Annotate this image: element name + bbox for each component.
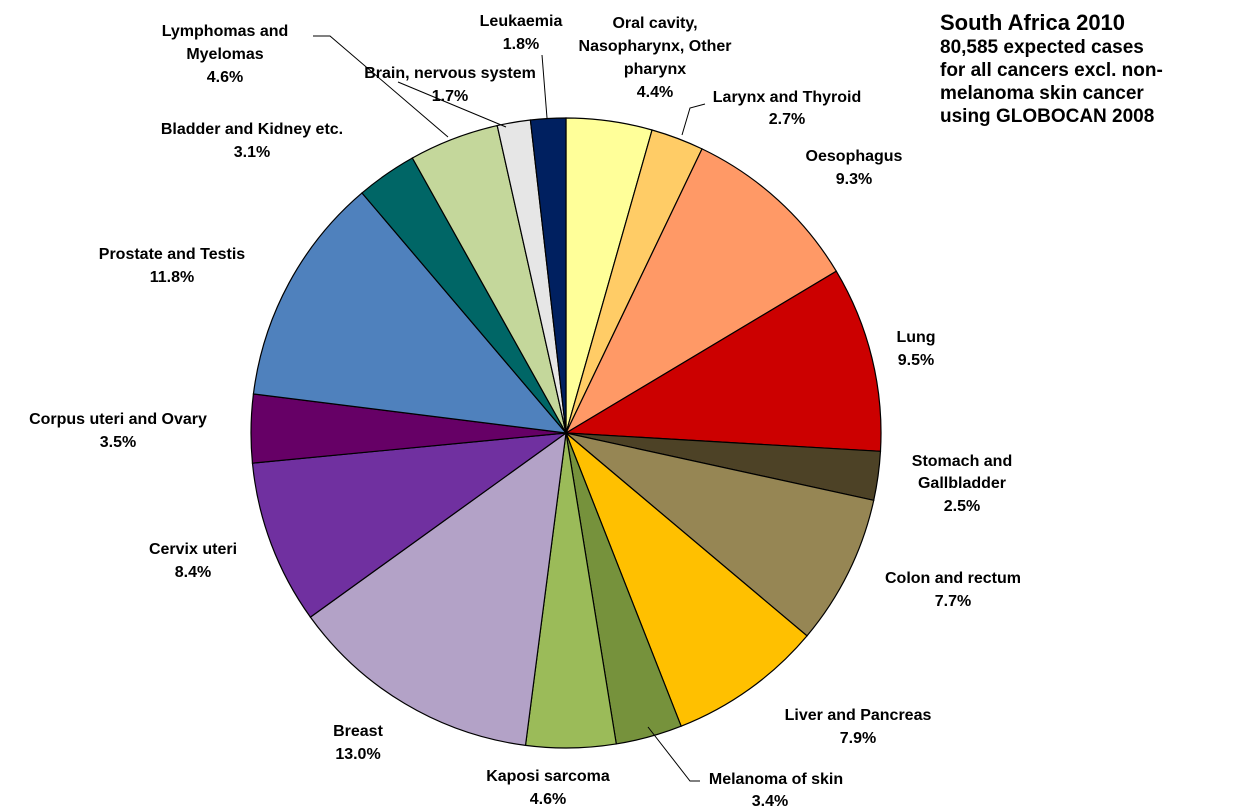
slice-value-label: 4.6% bbox=[530, 791, 566, 808]
pie-slice bbox=[251, 432, 569, 618]
pie-slice bbox=[565, 432, 808, 727]
slice-value-label: 4.4% bbox=[637, 84, 673, 101]
slice-value-label: 1.8% bbox=[503, 36, 539, 53]
slice-label: Larynx and Thyroid bbox=[713, 89, 861, 106]
slice-label: Myelomas bbox=[186, 46, 263, 63]
leader-line bbox=[397, 81, 507, 128]
slice-value-label: 3.4% bbox=[752, 793, 788, 810]
slice-label: Stomach and bbox=[912, 453, 1012, 470]
leader-line bbox=[313, 35, 449, 138]
slice-label: Breast bbox=[333, 723, 383, 740]
slice-value-label: 3.5% bbox=[100, 434, 136, 451]
slice-value-label: 7.7% bbox=[935, 593, 971, 610]
leader-line bbox=[681, 103, 706, 136]
slice-label: Oral cavity, bbox=[612, 15, 697, 32]
chart-subtitle: 80,585 expected cases for all cancers ex… bbox=[940, 37, 1163, 127]
slice-value-label: 13.0% bbox=[335, 746, 380, 763]
slice-label: Colon and rectum bbox=[885, 570, 1021, 587]
chart-title-block: South Africa 2010 80,585 expected cases … bbox=[940, 10, 1230, 128]
pie-slice bbox=[564, 148, 838, 435]
slice-label: Gallbladder bbox=[918, 475, 1006, 492]
slice-value-label: 9.5% bbox=[898, 352, 934, 369]
slice-value-label: 1.7% bbox=[432, 88, 468, 105]
slice-value-label: 9.3% bbox=[836, 171, 872, 188]
slice-value-label: 3.1% bbox=[234, 144, 270, 161]
slice-label: Cervix uteri bbox=[149, 541, 237, 558]
leader-line bbox=[541, 54, 548, 119]
slice-label: Lymphomas and bbox=[162, 23, 289, 40]
slice-label: Prostate and Testis bbox=[99, 246, 246, 263]
slice-value-label: 11.8% bbox=[150, 269, 194, 286]
slice-value-label: 2.7% bbox=[769, 111, 805, 128]
slice-label: Nasopharynx, Other bbox=[579, 38, 732, 55]
slice-label: Oesophagus bbox=[806, 148, 903, 165]
slice-label: Lung bbox=[896, 329, 935, 346]
pie-slice bbox=[529, 117, 567, 434]
slice-value-label: 2.5% bbox=[944, 498, 980, 515]
slice-label: pharynx bbox=[624, 61, 686, 78]
slice-value-label: 8.4% bbox=[175, 564, 211, 581]
slice-value-label: 4.6% bbox=[207, 69, 243, 86]
slice-label: Melanoma of skin bbox=[709, 771, 843, 788]
pie-slice bbox=[565, 432, 875, 637]
pie-slice bbox=[252, 192, 568, 434]
pie-slice bbox=[564, 270, 882, 452]
slice-label: Liver and Pancreas bbox=[785, 707, 932, 724]
pie-slice bbox=[309, 431, 567, 747]
slice-label: Brain, nervous system bbox=[364, 65, 536, 82]
leader-line bbox=[647, 726, 700, 782]
slice-value-label: 7.9% bbox=[840, 730, 876, 747]
slice-label: Leukaemia bbox=[480, 13, 563, 30]
slice-label: Corpus uteri and Ovary bbox=[29, 411, 207, 428]
slice-label: Kaposi sarcoma bbox=[486, 768, 610, 785]
slice-label: Bladder and Kidney etc. bbox=[161, 121, 343, 138]
chart-title: South Africa 2010 bbox=[940, 10, 1126, 35]
